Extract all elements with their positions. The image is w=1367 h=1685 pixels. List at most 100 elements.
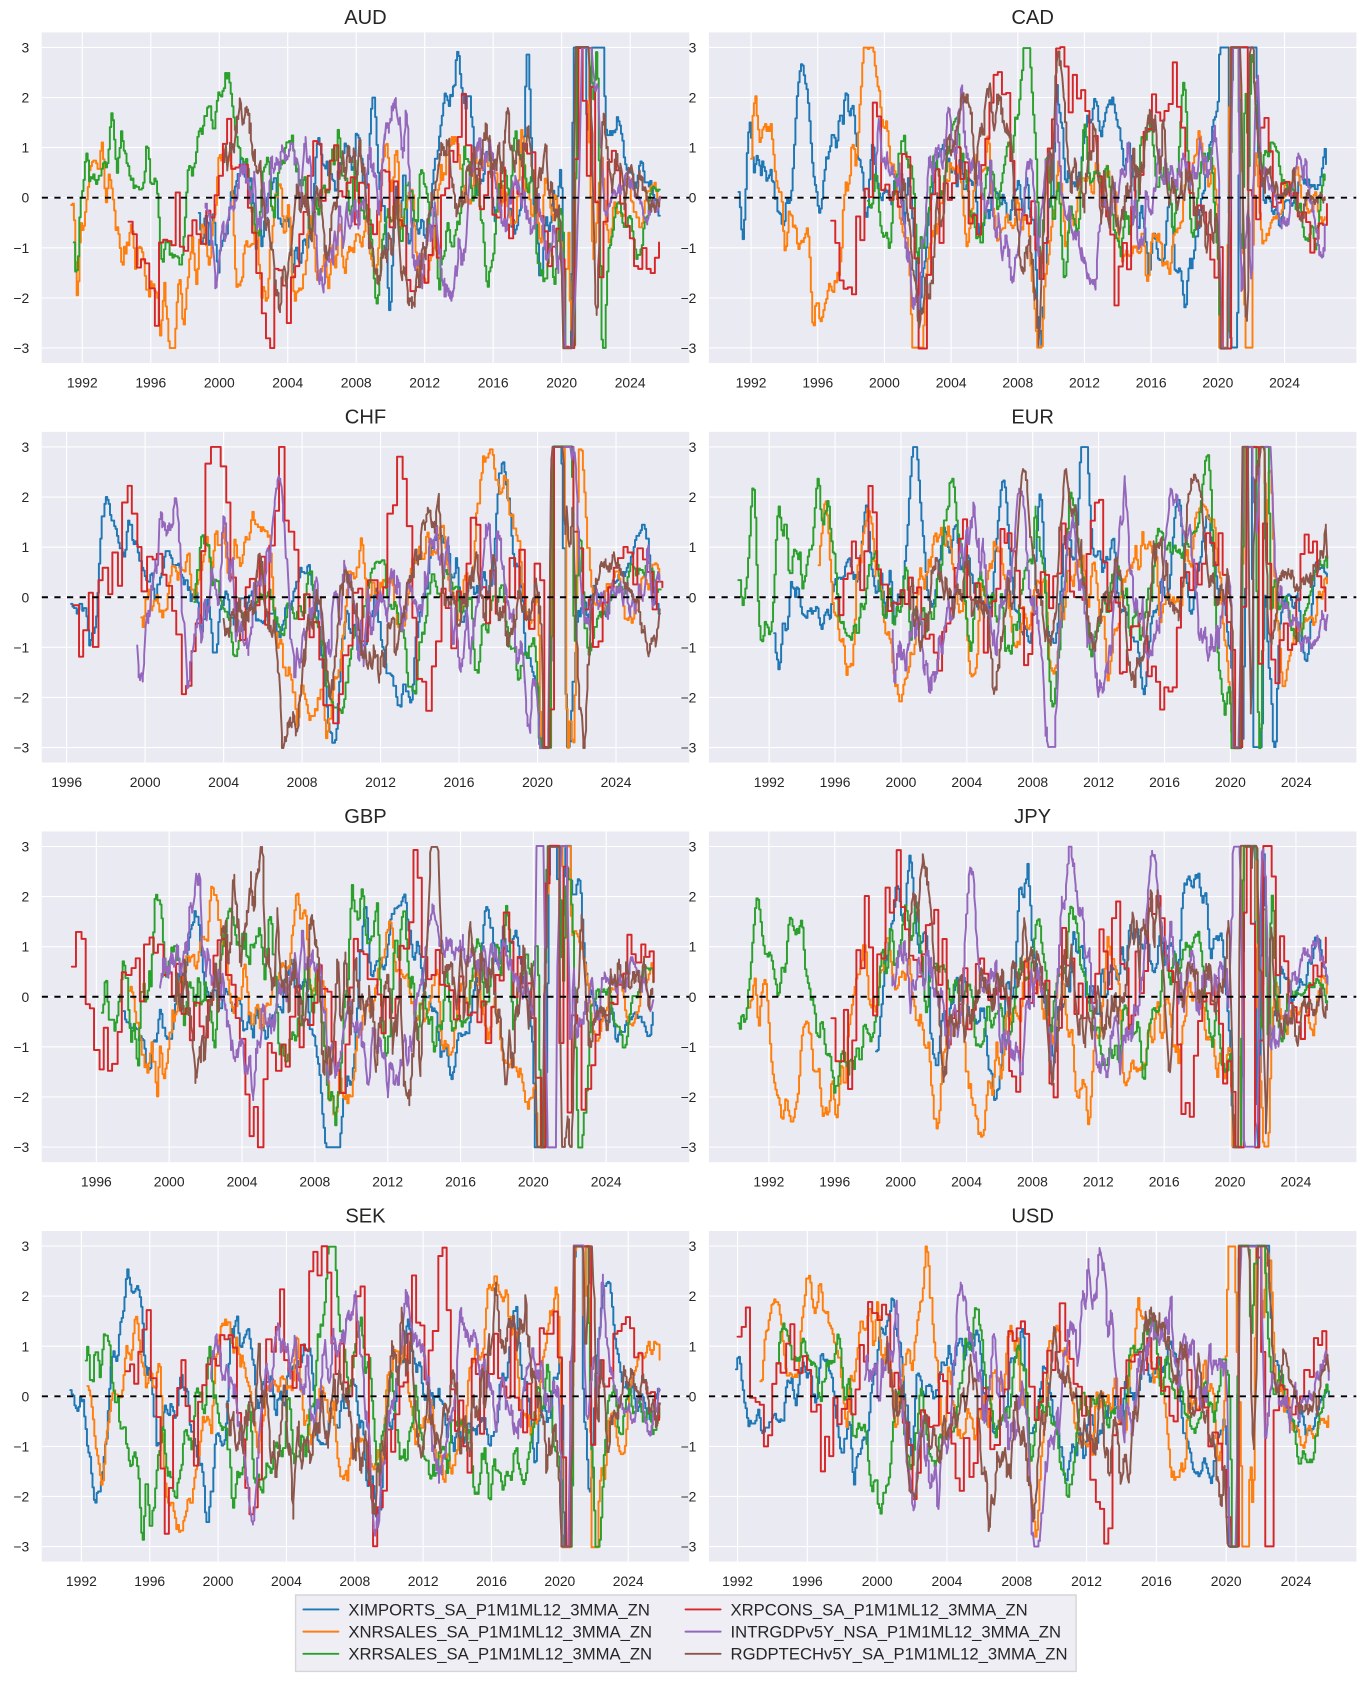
svg-text:1996: 1996 [134, 1573, 165, 1589]
svg-text:2020: 2020 [546, 374, 577, 390]
svg-text:2016: 2016 [478, 374, 509, 390]
svg-text:JPY: JPY [1014, 806, 1051, 828]
svg-text:2024: 2024 [591, 1173, 622, 1189]
svg-text:2020: 2020 [544, 1573, 575, 1589]
svg-text:−1: −1 [681, 639, 697, 655]
svg-text:USD: USD [1011, 1206, 1054, 1228]
svg-text:2012: 2012 [1083, 1173, 1114, 1189]
svg-text:GBP: GBP [344, 806, 387, 828]
svg-text:2012: 2012 [409, 374, 440, 390]
svg-text:0: 0 [22, 1388, 30, 1404]
svg-text:1: 1 [689, 1338, 697, 1354]
svg-text:1992: 1992 [66, 1573, 97, 1589]
svg-text:0: 0 [689, 1388, 697, 1404]
svg-text:−1: −1 [13, 639, 29, 655]
svg-text:2008: 2008 [339, 1573, 370, 1589]
svg-text:1: 1 [689, 539, 697, 555]
svg-text:2: 2 [22, 90, 30, 106]
svg-text:−3: −3 [13, 740, 29, 756]
svg-text:2000: 2000 [154, 1173, 185, 1189]
svg-text:2016: 2016 [444, 774, 475, 790]
svg-text:2004: 2004 [951, 1173, 982, 1189]
svg-text:XRRSALES_SA_P1M1ML12_3MMA_ZN: XRRSALES_SA_P1M1ML12_3MMA_ZN [348, 1645, 652, 1664]
svg-text:2020: 2020 [518, 1173, 549, 1189]
svg-text:1992: 1992 [753, 1173, 784, 1189]
svg-text:1: 1 [22, 939, 30, 955]
svg-text:2000: 2000 [869, 374, 900, 390]
svg-text:XRPCONS_SA_P1M1ML12_3MMA_ZN: XRPCONS_SA_P1M1ML12_3MMA_ZN [731, 1600, 1028, 1619]
svg-text:2004: 2004 [951, 774, 982, 790]
svg-text:1996: 1996 [819, 1173, 850, 1189]
svg-text:0: 0 [689, 989, 697, 1005]
svg-text:2020: 2020 [1215, 774, 1246, 790]
svg-text:−2: −2 [681, 1089, 697, 1105]
svg-text:2: 2 [689, 489, 697, 505]
svg-text:CHF: CHF [345, 407, 386, 429]
svg-text:−3: −3 [681, 340, 697, 356]
svg-text:2008: 2008 [299, 1173, 330, 1189]
svg-text:0: 0 [689, 190, 697, 206]
svg-text:0: 0 [689, 589, 697, 605]
svg-text:1992: 1992 [722, 1573, 753, 1589]
svg-text:0: 0 [22, 589, 30, 605]
svg-text:1996: 1996 [51, 774, 82, 790]
svg-text:2012: 2012 [1071, 1573, 1102, 1589]
svg-text:−1: −1 [13, 240, 29, 256]
svg-text:−3: −3 [13, 340, 29, 356]
svg-text:3: 3 [22, 439, 30, 455]
svg-text:2024: 2024 [1281, 1173, 1312, 1189]
svg-text:2004: 2004 [271, 1573, 302, 1589]
svg-text:2016: 2016 [1136, 374, 1167, 390]
svg-text:0: 0 [22, 190, 30, 206]
svg-text:2016: 2016 [476, 1573, 507, 1589]
svg-text:−3: −3 [681, 1539, 697, 1555]
svg-text:−2: −2 [681, 290, 697, 306]
svg-text:2: 2 [22, 1288, 30, 1304]
svg-text:2000: 2000 [203, 1573, 234, 1589]
svg-text:2008: 2008 [1002, 374, 1033, 390]
svg-text:2008: 2008 [1017, 1173, 1048, 1189]
svg-text:1: 1 [689, 939, 697, 955]
svg-text:1992: 1992 [754, 774, 785, 790]
svg-text:1: 1 [22, 539, 30, 555]
svg-text:1992: 1992 [67, 374, 98, 390]
svg-text:2024: 2024 [1281, 774, 1312, 790]
svg-text:−1: −1 [681, 1039, 697, 1055]
svg-text:−1: −1 [681, 1438, 697, 1454]
svg-text:3: 3 [689, 1238, 697, 1254]
svg-text:2012: 2012 [372, 1173, 403, 1189]
svg-text:2004: 2004 [272, 374, 303, 390]
svg-text:−1: −1 [13, 1438, 29, 1454]
svg-text:2024: 2024 [1281, 1573, 1312, 1589]
svg-text:3: 3 [22, 39, 30, 55]
svg-text:3: 3 [22, 1238, 30, 1254]
svg-text:2000: 2000 [130, 774, 161, 790]
svg-text:XNRSALES_SA_P1M1ML12_3MMA_ZN: XNRSALES_SA_P1M1ML12_3MMA_ZN [348, 1622, 652, 1641]
svg-text:2016: 2016 [445, 1173, 476, 1189]
svg-text:1: 1 [22, 140, 30, 156]
svg-text:2024: 2024 [615, 374, 646, 390]
svg-text:2020: 2020 [1211, 1573, 1242, 1589]
svg-text:−2: −2 [13, 1089, 29, 1105]
svg-text:2008: 2008 [287, 774, 318, 790]
svg-text:1: 1 [689, 140, 697, 156]
svg-text:XIMPORTS_SA_P1M1ML12_3MMA_ZN: XIMPORTS_SA_P1M1ML12_3MMA_ZN [348, 1600, 649, 1619]
svg-text:−1: −1 [13, 1039, 29, 1055]
svg-text:−1: −1 [681, 240, 697, 256]
svg-text:2020: 2020 [522, 774, 553, 790]
svg-text:2016: 2016 [1141, 1573, 1172, 1589]
svg-text:−3: −3 [13, 1539, 29, 1555]
svg-text:2004: 2004 [227, 1173, 258, 1189]
svg-text:−3: −3 [681, 740, 697, 756]
svg-text:−2: −2 [681, 689, 697, 705]
svg-text:2004: 2004 [208, 774, 239, 790]
svg-text:2008: 2008 [1001, 1573, 1032, 1589]
svg-text:2012: 2012 [1069, 374, 1100, 390]
svg-text:RGDPTECHv5Y_SA_P1M1ML12_3MMA_Z: RGDPTECHv5Y_SA_P1M1ML12_3MMA_ZN [731, 1645, 1068, 1664]
svg-text:2: 2 [689, 1288, 697, 1304]
svg-text:3: 3 [22, 839, 30, 855]
svg-text:3: 3 [689, 839, 697, 855]
svg-text:2024: 2024 [613, 1573, 644, 1589]
svg-text:2020: 2020 [1215, 1173, 1246, 1189]
svg-text:EUR: EUR [1011, 407, 1054, 429]
